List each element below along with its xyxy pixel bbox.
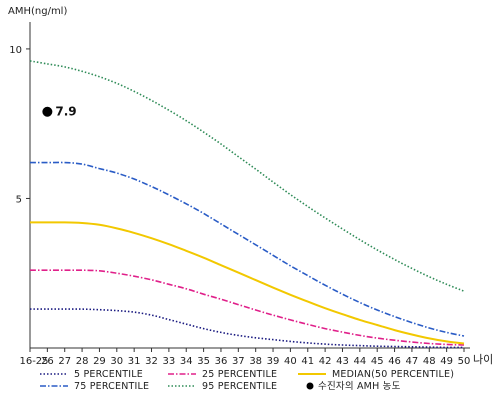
x-tick-label: 34 — [180, 356, 193, 367]
x-tick-label: 40 — [284, 356, 297, 367]
chart-axes: AMH(ng/ml) 나이 — [8, 6, 493, 366]
legend: 5 PERCENTILE 25 PERCENTILE MEDIAN(50 PERCE… — [40, 369, 454, 392]
legend-label: MEDIAN(50 PERCENTILE) — [332, 369, 454, 380]
series-lines — [29, 60, 465, 349]
x-tick-label: 26 — [41, 356, 54, 367]
x-tick-label: 44 — [353, 356, 366, 367]
patient-amh-point — [42, 106, 53, 117]
x-tick-label: 42 — [319, 356, 332, 367]
patient-amh-label: 7.9 — [55, 105, 76, 119]
legend-label: 수진자의 AMH 농도 — [318, 381, 401, 392]
x-tick-label: 41 — [301, 356, 314, 367]
x-tick-label: 47 — [406, 356, 419, 367]
x-tick-label: 39 — [267, 356, 280, 367]
series-line — [30, 161, 465, 337]
legend-label: 5 PERCENTILE — [74, 369, 143, 380]
y-tick-label: 10 — [9, 45, 22, 56]
series-line — [29, 60, 465, 292]
legend-label: 75 PERCENTILE — [74, 381, 149, 392]
x-tick-label: 33 — [163, 356, 176, 367]
y-axis-label: AMH(ng/ml) — [8, 6, 67, 17]
x-tick-label: 37 — [232, 356, 245, 367]
x-tick-label: 49 — [440, 356, 453, 367]
x-tick-label: 43 — [336, 356, 349, 367]
legend-label: 25 PERCENTILE — [202, 369, 277, 380]
x-tick-label: 32 — [145, 356, 158, 367]
x-tick-label: 29 — [93, 356, 106, 367]
y-tick-label: 5 — [16, 194, 22, 205]
legend-label: 95 PERCENTILE — [202, 381, 277, 392]
x-tick-label: 35 — [197, 356, 210, 367]
x-tick-label: 38 — [249, 356, 262, 367]
series-line — [30, 308, 465, 349]
x-tick-label: 27 — [58, 356, 71, 367]
x-tick-label: 50 — [458, 356, 471, 367]
x-tick-label: 30 — [110, 356, 123, 367]
data-points: 7.9 — [42, 105, 77, 119]
x-tick-label: 45 — [371, 356, 384, 367]
series-line — [30, 269, 465, 346]
x-tick-label: 36 — [215, 356, 228, 367]
legend-marker — [306, 382, 314, 390]
x-tick-label: 31 — [128, 356, 141, 367]
x-tick-label: 16-25 — [19, 356, 48, 367]
x-tick-label: 48 — [423, 356, 436, 367]
x-tick-label: 46 — [388, 356, 401, 367]
y-ticks: 5 10 — [9, 45, 30, 205]
x-tick-label: 28 — [76, 356, 89, 367]
series-line — [30, 221, 465, 345]
x-axis-label: 나이 — [473, 353, 493, 366]
